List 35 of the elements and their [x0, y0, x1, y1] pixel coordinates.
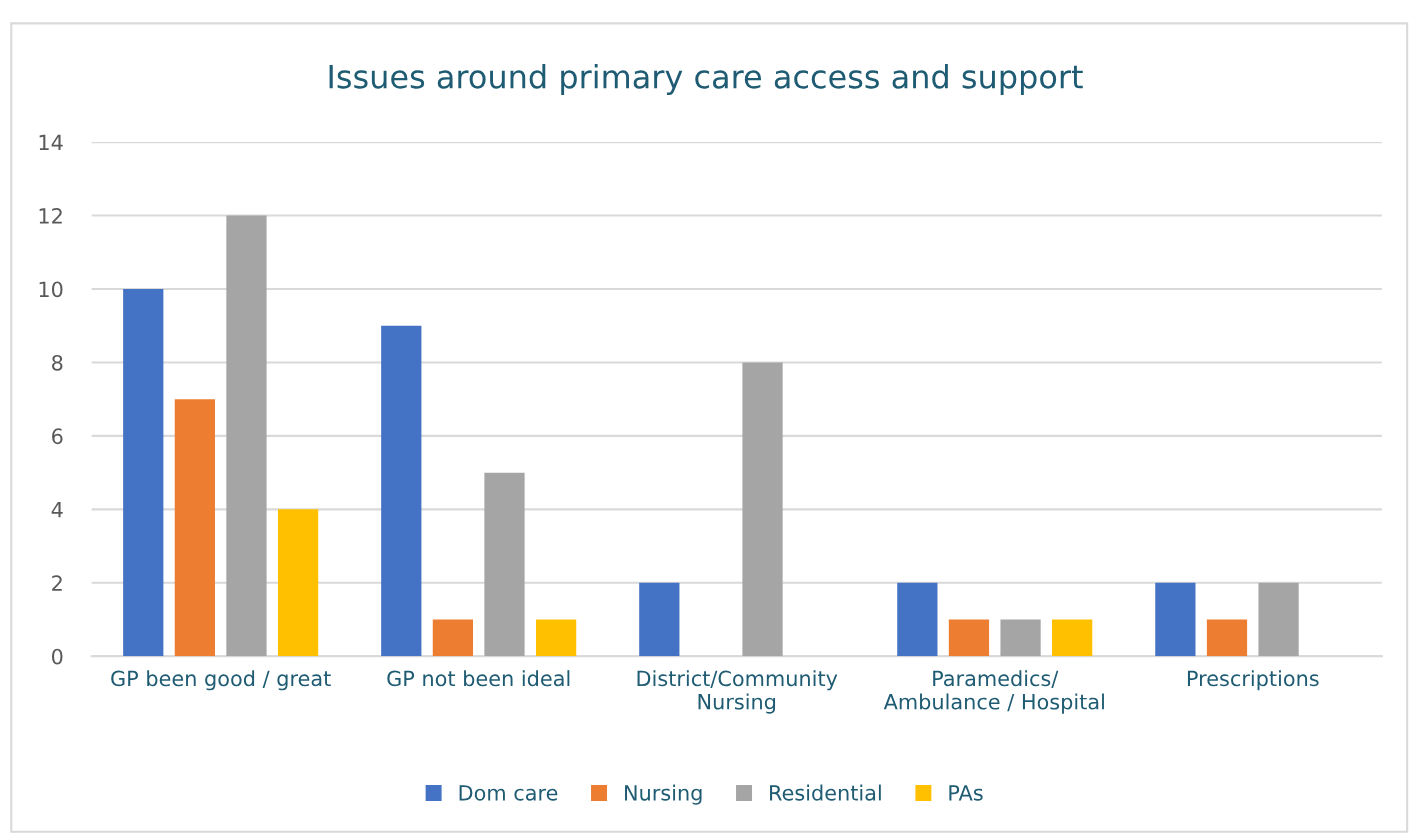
- bar: [1155, 582, 1196, 657]
- bar: [123, 289, 164, 657]
- bar: [742, 362, 783, 657]
- x-tick-label: GP been good / great: [111, 670, 331, 691]
- y-tick-label: 14: [39, 134, 63, 151]
- y-tick-label: 0: [51, 648, 63, 665]
- y-tick-label: 2: [52, 575, 62, 591]
- y-tick-label: 6: [52, 428, 63, 445]
- bar: [484, 472, 525, 657]
- bar: [1000, 619, 1041, 657]
- bar: [948, 619, 990, 657]
- bar: [1206, 619, 1248, 657]
- y-tick-label: 12: [39, 208, 62, 224]
- chart-title: Issues around primary care access and support: [329, 63, 1083, 95]
- legend-label: Dom care: [459, 785, 558, 801]
- x-tick-label: GP not been ideal: [387, 670, 570, 687]
- bar: [174, 399, 215, 657]
- bar: [381, 325, 422, 657]
- bar: [1258, 582, 1299, 657]
- y-tick-label: 8: [52, 354, 63, 371]
- x-tick-label: Prescriptions: [1187, 670, 1319, 691]
- y-tick-label: 4: [51, 502, 63, 518]
- bar: [897, 582, 938, 657]
- legend-label: PAs: [949, 785, 983, 801]
- bar: [639, 582, 680, 657]
- x-tick-label: Paramedics/ Ambulance / Hospital: [883, 670, 1104, 714]
- x-tick-label: District/Community Nursing: [637, 670, 838, 714]
- bar: [277, 509, 319, 657]
- bar: [432, 619, 474, 657]
- bar: [535, 619, 577, 657]
- legend-label: Residential: [770, 784, 881, 801]
- bar: [1052, 619, 1093, 657]
- bar: [226, 215, 267, 657]
- y-tick-label: 10: [39, 281, 63, 298]
- legend-label: Nursing: [625, 784, 702, 805]
